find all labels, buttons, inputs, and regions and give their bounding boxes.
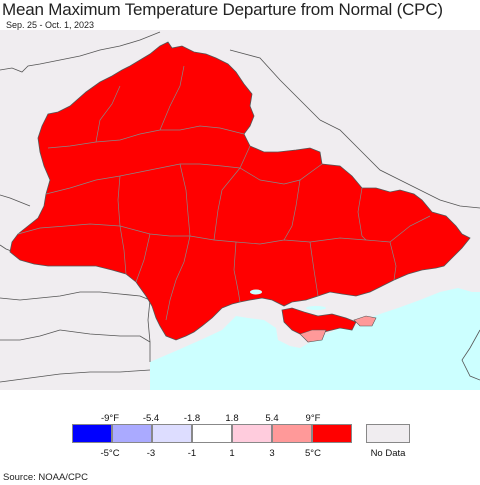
legend-f-label: 5.4 — [265, 413, 279, 424]
source-credit: Source: NOAA/CPC — [3, 472, 88, 483]
oblast-borders — [17, 65, 431, 321]
legend-swatch-cool-strong — [72, 424, 112, 443]
legend-swatch-cool-mid — [112, 424, 152, 443]
legend-swatch-warm-strong — [312, 424, 352, 443]
legend-c-label: -1 — [187, 448, 197, 459]
legend-swatch-nodata — [366, 424, 410, 443]
legend-f-label: -9°F — [100, 413, 120, 424]
legend-f-label: -1.8 — [183, 413, 201, 424]
legend-swatch-warm-mid — [272, 424, 312, 443]
map-subtitle: Sep. 25 - Oct. 1, 2023 — [6, 20, 95, 30]
country-borders — [0, 31, 480, 383]
legend-c-label: -5°C — [100, 448, 120, 459]
legend-f-label: 9°F — [305, 413, 321, 424]
legend-swatch-warm-light — [232, 424, 272, 443]
kerch-moderate-warm-patch — [353, 315, 377, 327]
map-title: Mean Maximum Temperature Departure from … — [2, 0, 443, 19]
legend-c-label: 1 — [229, 448, 235, 459]
temperature-departure-map — [0, 30, 480, 390]
legend-swatch-neutral — [192, 424, 232, 443]
black-sea — [150, 288, 480, 390]
dnieper-estuary — [250, 289, 262, 295]
legend-c-label: 5°C — [305, 448, 321, 459]
sivash-lagoon — [306, 306, 326, 310]
legend-f-label: 1.8 — [225, 413, 239, 424]
crimea-moderate-warm-patch — [299, 329, 327, 343]
legend-nodata-label: No Data — [370, 448, 406, 459]
crimea-warm-region — [281, 307, 357, 337]
legend-c-label: -3 — [146, 448, 156, 459]
legend-c-label: 3 — [269, 448, 275, 459]
legend-f-label: -5.4 — [142, 413, 160, 424]
legend-swatch-cool-light — [152, 424, 192, 443]
